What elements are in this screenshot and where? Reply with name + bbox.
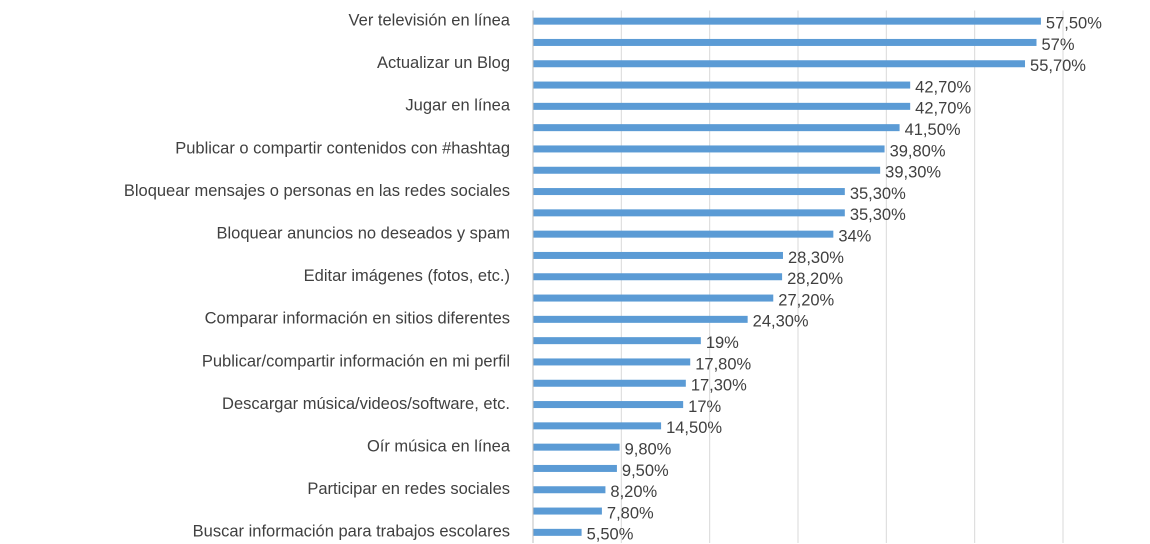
value-label: 17% — [688, 398, 721, 416]
value-label: 24,30% — [753, 313, 809, 331]
value-label: 57% — [1042, 36, 1075, 54]
bar — [533, 464, 617, 472]
y-tick-label: Comparar información en sitios diferente… — [205, 310, 510, 328]
value-label: 27,20% — [778, 291, 834, 309]
bar — [533, 230, 834, 238]
y-tick-label: Participar en redes sociales — [307, 480, 510, 498]
value-label: 28,30% — [788, 249, 844, 267]
y-tick-label: Publicar/compartir información en mi per… — [202, 352, 510, 370]
value-label: 19% — [706, 334, 739, 352]
value-label: 34% — [838, 228, 871, 246]
y-tick-label: Actualizar un Blog — [377, 54, 510, 72]
y-tick-label: Oír música en línea — [367, 438, 511, 456]
bar — [533, 124, 900, 132]
bar — [533, 17, 1041, 25]
bar — [533, 273, 783, 281]
y-tick-label: Publicar o compartir contenidos con #has… — [175, 139, 510, 157]
bar — [533, 251, 783, 259]
bar — [533, 60, 1026, 68]
value-label: 8,20% — [610, 483, 657, 501]
y-tick-label: Editar imágenes (fotos, etc.) — [304, 267, 510, 285]
value-label: 42,70% — [915, 100, 971, 118]
y-tick-label: Buscar información para trabajos escolar… — [193, 523, 510, 541]
bar — [533, 145, 885, 153]
bar — [533, 443, 620, 451]
value-label: 5,50% — [587, 526, 634, 544]
value-label: 9,50% — [622, 462, 669, 480]
value-label: 14,50% — [666, 419, 722, 437]
bar — [533, 486, 606, 494]
bar — [533, 315, 748, 323]
bar — [533, 209, 845, 217]
y-tick-label: Bloquear anuncios no deseados y spam — [216, 225, 510, 243]
bar — [533, 188, 845, 196]
value-label: 28,20% — [787, 270, 843, 288]
bar — [533, 358, 691, 366]
y-tick-label: Ver televisión en línea — [349, 12, 511, 30]
bar — [533, 528, 582, 536]
value-label: 57,50% — [1046, 15, 1102, 33]
value-label: 35,30% — [850, 185, 906, 203]
bar — [533, 38, 1037, 46]
value-label: 17,80% — [695, 355, 751, 373]
bar — [533, 81, 911, 89]
value-label: 55,70% — [1030, 57, 1086, 75]
bar — [533, 379, 686, 387]
value-label: 7,80% — [607, 504, 654, 522]
bar — [533, 337, 701, 345]
value-label: 41,50% — [905, 121, 961, 139]
bar — [533, 294, 774, 302]
value-label: 39,80% — [890, 142, 946, 160]
y-tick-label: Bloquear mensajes o personas en las rede… — [124, 182, 510, 200]
value-label: 17,30% — [691, 377, 747, 395]
y-tick-label: Jugar en línea — [405, 97, 510, 115]
bar — [533, 507, 602, 515]
value-label: 9,80% — [625, 441, 672, 459]
bar — [533, 166, 881, 174]
bar — [533, 102, 911, 110]
bar — [533, 401, 684, 409]
bar — [533, 422, 662, 430]
y-tick-label: Descargar música/videos/software, etc. — [222, 395, 510, 413]
value-label: 35,30% — [850, 206, 906, 224]
value-label: 39,30% — [885, 164, 941, 182]
value-label: 42,70% — [915, 78, 971, 96]
